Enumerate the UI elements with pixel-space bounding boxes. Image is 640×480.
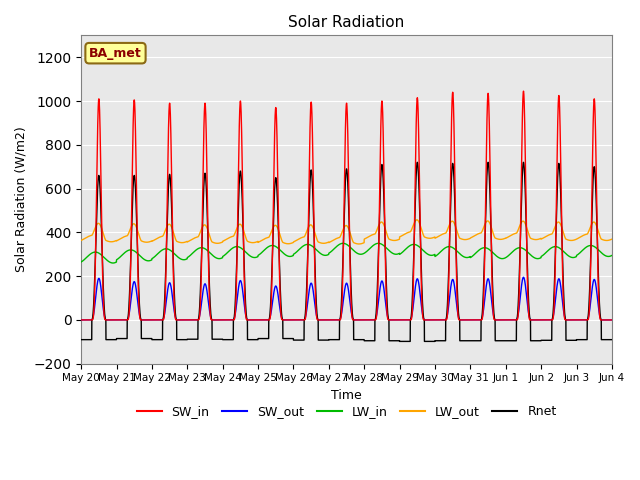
Text: BA_met: BA_met — [89, 47, 142, 60]
X-axis label: Time: Time — [331, 389, 362, 402]
Y-axis label: Solar Radiation (W/m2): Solar Radiation (W/m2) — [15, 127, 28, 273]
Title: Solar Radiation: Solar Radiation — [289, 15, 404, 30]
Legend: SW_in, SW_out, LW_in, LW_out, Rnet: SW_in, SW_out, LW_in, LW_out, Rnet — [132, 400, 561, 423]
